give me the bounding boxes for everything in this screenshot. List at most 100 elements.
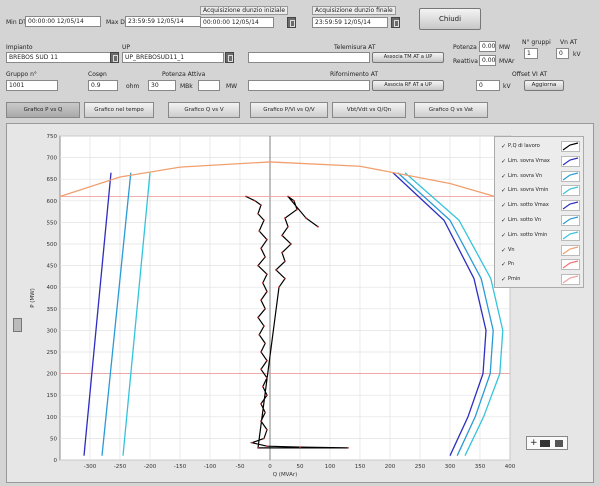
legend-checkbox[interactable]: ✓ <box>501 172 507 180</box>
crosshair-icon[interactable]: + <box>530 438 538 448</box>
legend-checkbox[interactable]: ✓ <box>501 187 507 195</box>
potenza-label: Potenza <box>453 44 477 51</box>
series-line <box>397 172 494 456</box>
zoom-tools[interactable]: + <box>526 436 568 450</box>
tab-pvi-vs-qv[interactable]: Grafico P/Vi vs Q/V <box>250 102 328 118</box>
mw-unit: MW <box>226 83 238 90</box>
legend-swatch <box>561 155 580 167</box>
gruppi-field[interactable]: 1 <box>524 48 538 59</box>
data-point <box>257 447 259 449</box>
data-point <box>299 446 301 448</box>
impianto-dropdown-icon[interactable] <box>110 52 119 63</box>
data-point <box>317 225 319 228</box>
potenza-attiva-field[interactable]: 30 <box>148 80 176 91</box>
legend-item[interactable]: ✓ Lim. sovra Vmax <box>499 155 583 168</box>
x-tick-label: 400 <box>505 464 516 470</box>
y-axis-label: P (MW) <box>30 288 36 308</box>
data-point <box>260 420 262 423</box>
legend-label: Lim. sotto Vmin <box>508 231 548 238</box>
chart-side-handle[interactable] <box>13 318 22 332</box>
y-tick-label: 100 <box>47 415 58 421</box>
x-tick-label: 0 <box>268 464 272 470</box>
x-tick-label: 200 <box>385 464 396 470</box>
legend-checkbox[interactable]: ✓ <box>501 246 507 254</box>
series-line <box>122 172 151 456</box>
legend-item[interactable]: ✓ Lim. sotto Vmin <box>499 229 583 242</box>
pan-icon[interactable] <box>555 440 563 447</box>
legend-item[interactable]: ✓ Lim. sotto Vmax <box>499 199 583 212</box>
y-tick-label: 200 <box>47 372 58 378</box>
legend-label: Lim. sovra Vmin <box>508 187 549 194</box>
legend-item[interactable]: ✓ Vn <box>499 244 583 257</box>
acq-end-calendar-icon[interactable] <box>391 17 400 28</box>
data-point <box>260 402 262 405</box>
legend-item[interactable]: ✓ Pn <box>499 258 583 271</box>
legend-item[interactable]: ✓ P,Q di lavoro <box>499 140 583 153</box>
legend-checkbox[interactable]: ✓ <box>501 276 507 284</box>
offset-label: Offset VI AT <box>512 71 548 78</box>
associa-tm-button[interactable]: Associa TM AT a UP <box>372 52 444 63</box>
legend-label: P,Q di lavoro <box>508 143 540 149</box>
legend-item[interactable]: ✓ Pmin <box>499 273 583 286</box>
legend-swatch <box>561 259 580 271</box>
gruppo-field[interactable]: 1001 <box>6 80 58 91</box>
up-dropdown-icon[interactable] <box>225 52 234 63</box>
data-point <box>264 411 267 414</box>
y-tick-label: 600 <box>47 199 58 205</box>
legend-checkbox[interactable]: ✓ <box>501 217 507 224</box>
data-point <box>263 325 265 327</box>
legend-checkbox[interactable]: ✓ <box>501 261 507 269</box>
data-point <box>293 199 295 202</box>
impianto-label: Impianto <box>6 44 33 51</box>
legend-checkbox[interactable]: ✓ <box>501 143 507 150</box>
gruppo-label: Gruppo n° <box>6 71 37 78</box>
legend-swatch <box>561 274 580 286</box>
tab-q-vs-vat[interactable]: Grafico Q vs Vat <box>414 102 488 118</box>
x-tick-label: -300 <box>84 464 97 470</box>
x-tick-label: 250 <box>415 464 426 470</box>
legend-label: Vn <box>508 246 515 253</box>
legend-item[interactable]: ✓ Lim. sovra Vn <box>499 170 583 183</box>
mbk-label: MBk <box>180 83 193 90</box>
x-tick-label: -250 <box>114 464 127 470</box>
legend-checkbox[interactable]: ✓ <box>501 202 507 210</box>
data-point <box>284 277 286 280</box>
legend-checkbox[interactable]: ✓ <box>501 157 507 165</box>
acq-start-calendar-icon[interactable] <box>287 17 296 28</box>
legend-item[interactable]: ✓ Lim. sotto Vn <box>499 214 583 227</box>
data-point <box>305 217 307 219</box>
offset-field[interactable]: 0 <box>476 80 500 91</box>
tab-vbt-vs-q[interactable]: Vbt/Vdt vs Q/Qn <box>332 102 406 118</box>
telemisura-field[interactable] <box>248 52 370 63</box>
tab-p-vs-q[interactable]: Grafico P vs Q <box>6 102 80 118</box>
associa-rf-button[interactable]: Associa RF AT a UP <box>372 80 444 91</box>
legend-item[interactable]: ✓ Lim. sovra Vmin <box>499 184 583 197</box>
acq-end-field[interactable]: 23:59:59 12/05/14 <box>312 17 388 28</box>
mbk-field[interactable] <box>198 80 220 91</box>
data-point <box>254 199 256 202</box>
rifornimento-field[interactable] <box>248 80 370 91</box>
data-point <box>260 299 262 302</box>
potenza-field[interactable]: 0.00 <box>479 41 496 52</box>
cosphi-field[interactable]: 0.9 <box>88 80 118 91</box>
tab-tempo[interactable]: Grafico nel tempo <box>84 102 154 118</box>
aggiorna-button[interactable]: Aggiorna <box>524 80 564 91</box>
chiudi-button[interactable]: Chiudi <box>419 8 481 30</box>
acq-start-field[interactable]: 00:00:00 12/05/14 <box>200 17 274 28</box>
data-point <box>263 219 265 222</box>
legend-swatch <box>561 141 580 152</box>
reattiva-label: Reattiva <box>453 58 478 65</box>
tab-q-vs-v[interactable]: Grafico Q vs V <box>168 102 240 118</box>
data-point <box>296 208 298 211</box>
zoom-icon[interactable] <box>540 440 550 447</box>
up-field[interactable]: UP_BREBOSUD11_1 <box>122 52 224 63</box>
reattiva-field[interactable]: 0.00 <box>479 55 496 66</box>
x-tick-label: 350 <box>475 464 486 470</box>
data-point <box>245 195 247 198</box>
vn-field[interactable]: 0 <box>556 48 569 59</box>
min-dt-field[interactable]: 00:00:00 12/05/14 <box>25 16 101 27</box>
series-line <box>404 172 504 456</box>
legend-label: Lim. sovra Vn <box>508 172 543 179</box>
legend-checkbox[interactable]: ✓ <box>501 231 507 239</box>
data-point <box>281 234 283 237</box>
